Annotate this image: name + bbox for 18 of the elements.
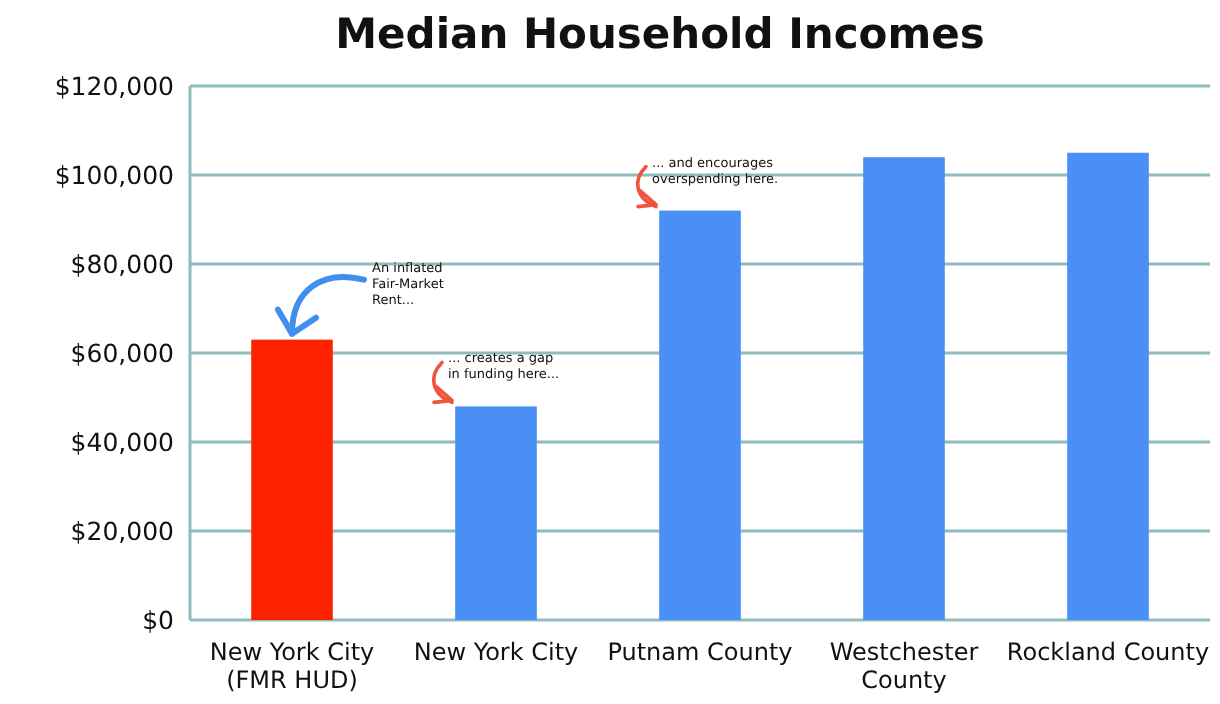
bar xyxy=(251,339,333,620)
y-tick-label: $40,000 xyxy=(70,426,175,457)
y-tick-label: $100,000 xyxy=(54,159,175,190)
x-tick-label: New York City (FMR HUD) xyxy=(209,638,375,694)
bar xyxy=(1067,152,1149,620)
y-tick-label: $0 xyxy=(142,604,175,635)
x-tick-label: Putnam County xyxy=(607,638,793,666)
x-tick-label: New York City xyxy=(413,638,579,666)
y-tick-label: $20,000 xyxy=(70,515,175,546)
bar xyxy=(455,406,537,620)
y-tick-label: $80,000 xyxy=(70,248,175,279)
chart-title: Median Household Incomes xyxy=(335,10,985,58)
bar xyxy=(659,210,741,620)
x-tick-label: Rockland County xyxy=(1006,638,1210,666)
y-tick-label: $120,000 xyxy=(54,70,175,101)
bar xyxy=(863,157,945,620)
y-tick-label: $60,000 xyxy=(70,337,175,368)
x-tick-label: Westchester County xyxy=(829,638,979,694)
